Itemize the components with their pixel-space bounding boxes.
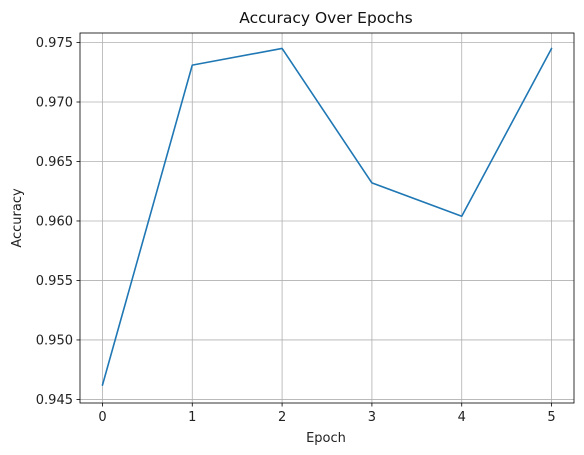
y-tick-label: 0.945 xyxy=(36,393,73,408)
x-tick-label: 2 xyxy=(278,410,286,425)
plot-area-frame xyxy=(79,32,575,404)
chart-title: Accuracy Over Epochs xyxy=(239,9,412,27)
x-tick-label: 1 xyxy=(188,410,196,425)
axis-ticks: 0 1 2 3 4 5 0.945 0.950 0.955 0.960 0.965 0.970 0.97… xyxy=(36,36,556,425)
x-axis-label: Epoch xyxy=(306,431,346,446)
x-tick-label: 4 xyxy=(458,410,466,425)
y-tick-label: 0.975 xyxy=(36,36,73,51)
y-tick-label: 0.965 xyxy=(36,155,73,170)
y-tick-label: 0.950 xyxy=(36,333,73,348)
y-axis-label: Accuracy xyxy=(10,188,25,248)
y-tick-label: 0.960 xyxy=(36,214,73,229)
y-tick-label: 0.955 xyxy=(36,274,73,289)
series-line xyxy=(101,47,553,386)
x-tick-label: 5 xyxy=(547,410,555,425)
x-tick-label: 0 xyxy=(98,410,106,425)
series-layer xyxy=(101,47,553,386)
y-tick-label: 0.970 xyxy=(36,96,73,111)
x-tick-label: 3 xyxy=(368,410,376,425)
grid-lines xyxy=(80,33,574,403)
